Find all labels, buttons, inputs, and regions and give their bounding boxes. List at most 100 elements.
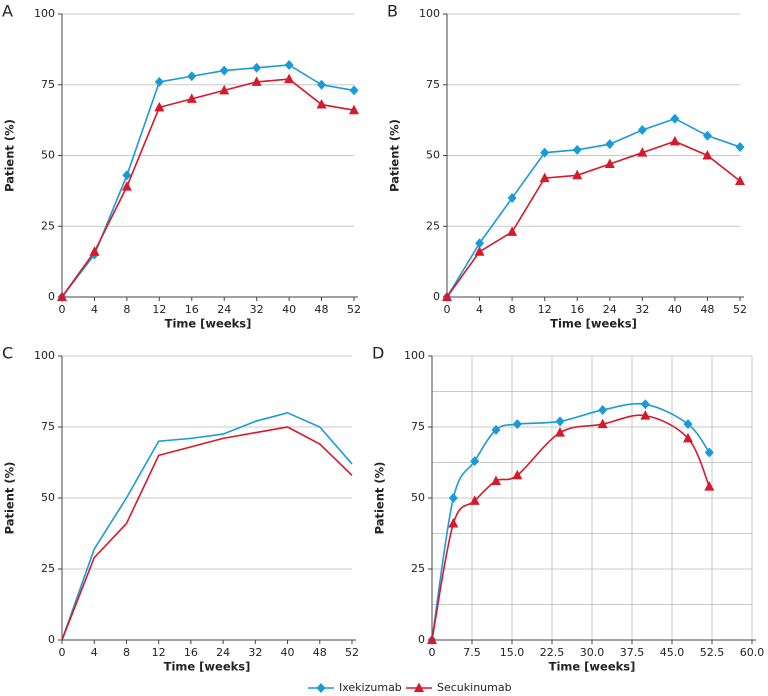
marker [475, 238, 485, 249]
y-tick-label: 25 [426, 219, 440, 232]
marker [604, 158, 615, 168]
marker [572, 144, 582, 155]
x-tick-label: 16 [185, 303, 199, 316]
x-tick-label: 0 [59, 303, 66, 316]
legend-label: Ixekizumab [339, 681, 402, 694]
x-tick-label: 4 [91, 646, 98, 659]
panel-label: A [2, 2, 13, 21]
series-line [61, 64, 355, 298]
x-tick-label: 12 [538, 303, 552, 316]
marker [154, 76, 164, 87]
x-tick-label: 4 [476, 303, 483, 316]
marker [122, 170, 132, 181]
legend-label: Secukinumab [437, 681, 512, 694]
x-tick-label: 0 [59, 646, 66, 659]
marker [491, 475, 501, 485]
y-tick-label: 100 [34, 7, 55, 20]
marker [491, 424, 501, 435]
marker [512, 469, 523, 480]
marker [284, 73, 295, 84]
x-tick-label: 16 [184, 646, 198, 659]
y-tick-label: 50 [411, 491, 425, 504]
x-tick-label: 8 [509, 303, 516, 316]
marker [121, 181, 132, 191]
y-tick-label: 0 [418, 633, 425, 646]
y-tick-label: 100 [419, 7, 440, 20]
marker [427, 634, 437, 644]
y-tick-label: 75 [41, 420, 55, 433]
marker [735, 142, 745, 153]
x-tick-label: 32 [635, 303, 649, 316]
marker [702, 130, 712, 141]
marker [640, 410, 651, 420]
y-tick-label: 25 [411, 562, 425, 575]
x-tick-label: 16 [570, 303, 584, 316]
marker [219, 65, 229, 76]
y-tick-label: 0 [48, 633, 55, 646]
marker [219, 84, 230, 95]
marker [316, 99, 327, 109]
x-tick-label: 48 [313, 646, 327, 659]
x-tick-label: 12 [152, 303, 166, 316]
x-tick-label: 12 [152, 646, 166, 659]
marker [555, 416, 565, 427]
x-axis-label: Time [weeks] [550, 317, 637, 331]
x-tick-label: 48 [700, 303, 714, 316]
x-tick-label: 52 [345, 646, 359, 659]
y-tick-label: 100 [34, 349, 55, 362]
x-tick-label: 30.0 [580, 646, 605, 659]
marker [187, 71, 197, 82]
series-line [446, 117, 741, 298]
y-tick-label: 50 [426, 149, 440, 162]
x-tick-label: 0 [429, 646, 436, 659]
marker [704, 481, 715, 491]
marker [252, 62, 262, 73]
y-tick-label: 100 [404, 349, 425, 362]
x-axis-label: Time [weeks] [164, 660, 251, 674]
x-tick-label: 52 [347, 303, 361, 316]
x-tick-label: 40 [668, 303, 682, 316]
y-axis-label: Patient (%) [388, 119, 402, 192]
y-axis-label: Patient (%) [3, 462, 17, 535]
y-tick-label: 50 [41, 149, 55, 162]
panel-label: D [372, 344, 384, 363]
x-tick-label: 24 [603, 303, 617, 316]
panel-label: C [2, 344, 13, 363]
x-tick-label: 24 [216, 646, 230, 659]
marker [317, 79, 327, 90]
marker [57, 291, 67, 301]
series-line [431, 414, 711, 641]
marker [448, 493, 458, 503]
series-line [61, 411, 353, 641]
x-tick-label: 8 [123, 303, 130, 316]
marker [349, 104, 359, 115]
y-tick-label: 25 [41, 562, 55, 575]
marker [349, 85, 359, 96]
marker [507, 192, 517, 203]
marker [704, 447, 714, 458]
marker [637, 125, 647, 136]
series-line [446, 140, 741, 298]
marker [597, 418, 608, 429]
marker [442, 291, 452, 301]
series-line [61, 78, 355, 298]
marker [414, 682, 424, 692]
x-tick-label: 0 [444, 303, 451, 316]
y-tick-label: 50 [41, 491, 55, 504]
marker [640, 399, 650, 410]
marker [683, 419, 693, 430]
x-tick-label: 45.0 [660, 646, 685, 659]
y-tick-label: 25 [41, 219, 55, 232]
x-tick-label: 7.5 [463, 646, 481, 659]
y-tick-label: 75 [426, 78, 440, 91]
marker [316, 683, 326, 693]
marker [637, 147, 648, 157]
x-tick-label: 22.5 [540, 646, 565, 659]
marker [470, 456, 480, 467]
marker [540, 147, 550, 158]
marker [186, 93, 197, 103]
x-tick-label: 40 [281, 646, 295, 659]
marker [284, 59, 294, 70]
marker [512, 419, 522, 430]
